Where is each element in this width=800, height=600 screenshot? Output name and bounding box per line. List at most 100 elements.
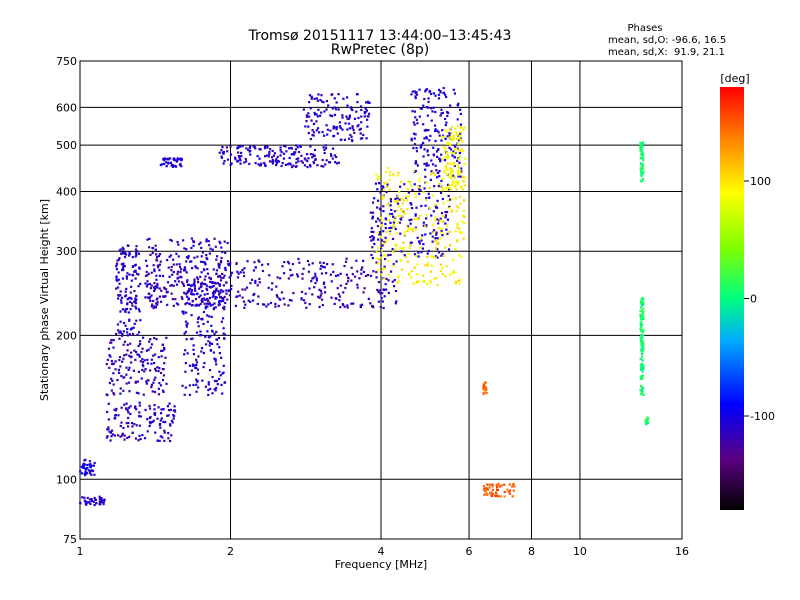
data-point: [430, 119, 433, 122]
data-point: [274, 164, 278, 167]
data-point: [460, 255, 463, 258]
data-point: [434, 237, 437, 240]
data-point: [641, 348, 645, 351]
data-point: [331, 147, 335, 150]
data-point: [199, 294, 202, 297]
data-point: [313, 111, 316, 115]
data-point: [178, 265, 182, 269]
data-point: [315, 277, 318, 280]
data-point: [209, 277, 212, 281]
data-point: [434, 256, 437, 259]
data-point: [421, 247, 425, 250]
data-point: [431, 235, 434, 238]
data-point: [220, 276, 223, 279]
data-point: [446, 157, 449, 160]
data-point: [295, 144, 298, 147]
data-point: [113, 393, 116, 396]
data-point: [323, 110, 326, 113]
data-point: [241, 144, 244, 148]
data-point: [151, 420, 154, 424]
data-point: [456, 148, 459, 151]
data-point: [406, 229, 409, 233]
data-point: [218, 299, 221, 303]
data-point: [639, 309, 642, 313]
data-point: [407, 227, 411, 231]
data-point: [446, 162, 449, 165]
data-point: [167, 158, 170, 161]
data-point: [311, 128, 314, 132]
data-point: [192, 240, 196, 243]
data-point: [186, 295, 189, 298]
data-point: [349, 133, 352, 137]
data-point: [129, 285, 133, 288]
data-point: [462, 199, 466, 202]
data-point: [331, 263, 334, 266]
data-point: [456, 169, 459, 172]
data-point: [640, 365, 643, 368]
data-point: [334, 274, 338, 277]
data-point: [125, 275, 128, 278]
data-point: [331, 107, 334, 110]
data-point: [92, 500, 95, 503]
data-point: [435, 233, 438, 236]
data-point: [222, 327, 225, 330]
data-point: [220, 383, 223, 387]
data-point: [644, 419, 647, 422]
data-point: [297, 257, 300, 261]
data-point: [199, 241, 202, 244]
x-tick-label: 16: [675, 545, 689, 558]
data-point: [186, 322, 189, 325]
data-point: [641, 375, 644, 378]
data-point: [121, 246, 124, 249]
data-point: [137, 353, 140, 357]
data-point: [323, 151, 326, 155]
data-point: [457, 166, 460, 169]
data-point: [387, 279, 390, 282]
data-point: [426, 255, 429, 258]
data-point: [127, 411, 130, 414]
data-point: [204, 275, 207, 278]
data-point: [171, 421, 174, 424]
data-point: [392, 173, 395, 176]
data-point: [170, 284, 174, 287]
data-point: [185, 260, 188, 263]
data-point: [141, 361, 145, 364]
data-point: [204, 343, 208, 346]
data-point: [134, 248, 138, 251]
data-point: [639, 146, 643, 149]
data-point: [229, 145, 232, 148]
data-point: [238, 155, 241, 158]
data-point: [459, 126, 463, 129]
data-point: [640, 389, 643, 392]
data-point: [265, 154, 269, 157]
data-point: [490, 494, 493, 498]
data-point: [130, 302, 133, 305]
data-point: [312, 131, 316, 134]
data-point: [150, 362, 153, 365]
data-point: [323, 134, 326, 137]
data-point: [417, 188, 421, 191]
data-point: [123, 265, 126, 268]
data-point: [194, 366, 197, 369]
data-point: [315, 279, 319, 282]
data-point: [414, 214, 417, 217]
data-point: [125, 353, 128, 356]
data-point: [138, 355, 141, 358]
data-point: [116, 259, 119, 262]
data-point: [415, 217, 419, 221]
data-point: [448, 134, 451, 137]
data-point: [134, 263, 137, 266]
data-point: [120, 263, 123, 266]
data-point: [254, 281, 257, 284]
data-point: [382, 188, 385, 192]
data-point: [311, 153, 315, 156]
data-point: [482, 393, 485, 396]
data-point: [123, 434, 126, 437]
data-point: [642, 307, 645, 311]
data-point: [139, 282, 142, 285]
data-point: [109, 431, 113, 434]
data-point: [415, 227, 418, 231]
data-point: [263, 303, 266, 306]
data-point: [335, 126, 339, 129]
data-point: [214, 295, 217, 299]
